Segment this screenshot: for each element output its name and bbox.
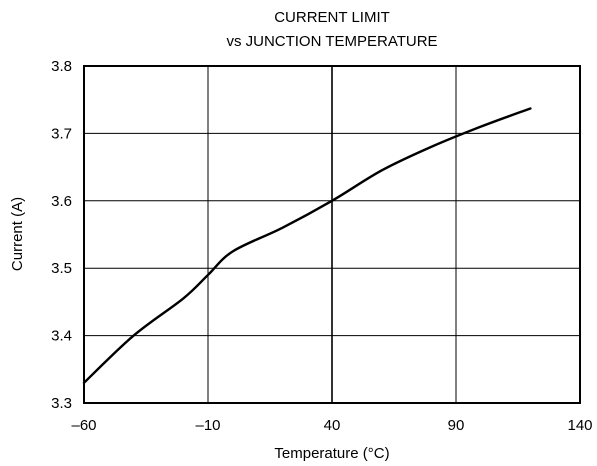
- x-axis-label: Temperature (°C): [274, 445, 389, 462]
- y-tick-label: 3.3: [51, 395, 72, 412]
- tick-layer: –60 40 140 –10 90 3.3 3.4 3.5 3.6 3.7 3.8: [51, 58, 592, 434]
- x-tick-label: 140: [567, 417, 592, 434]
- x-tick-label: 40: [324, 417, 341, 434]
- x-tick-label: –60: [71, 417, 96, 434]
- chart-title-line1: CURRENT LIMIT: [274, 9, 390, 26]
- series-line-current: [82, 107, 532, 384]
- chart-title-line2: vs JUNCTION TEMPERATURE: [226, 33, 437, 50]
- y-axis-label: Current (A): [9, 197, 26, 271]
- x-tick-label: –10: [195, 417, 220, 434]
- x-tick-label: 90: [448, 417, 465, 434]
- plot-frame: [83, 65, 581, 404]
- y-tick-label: 3.6: [51, 193, 72, 210]
- y-tick-label: 3.5: [51, 260, 72, 277]
- y-tick-label: 3.7: [51, 125, 72, 142]
- y-tick-label: 3.4: [51, 328, 72, 345]
- y-tick-label: 3.8: [51, 58, 72, 75]
